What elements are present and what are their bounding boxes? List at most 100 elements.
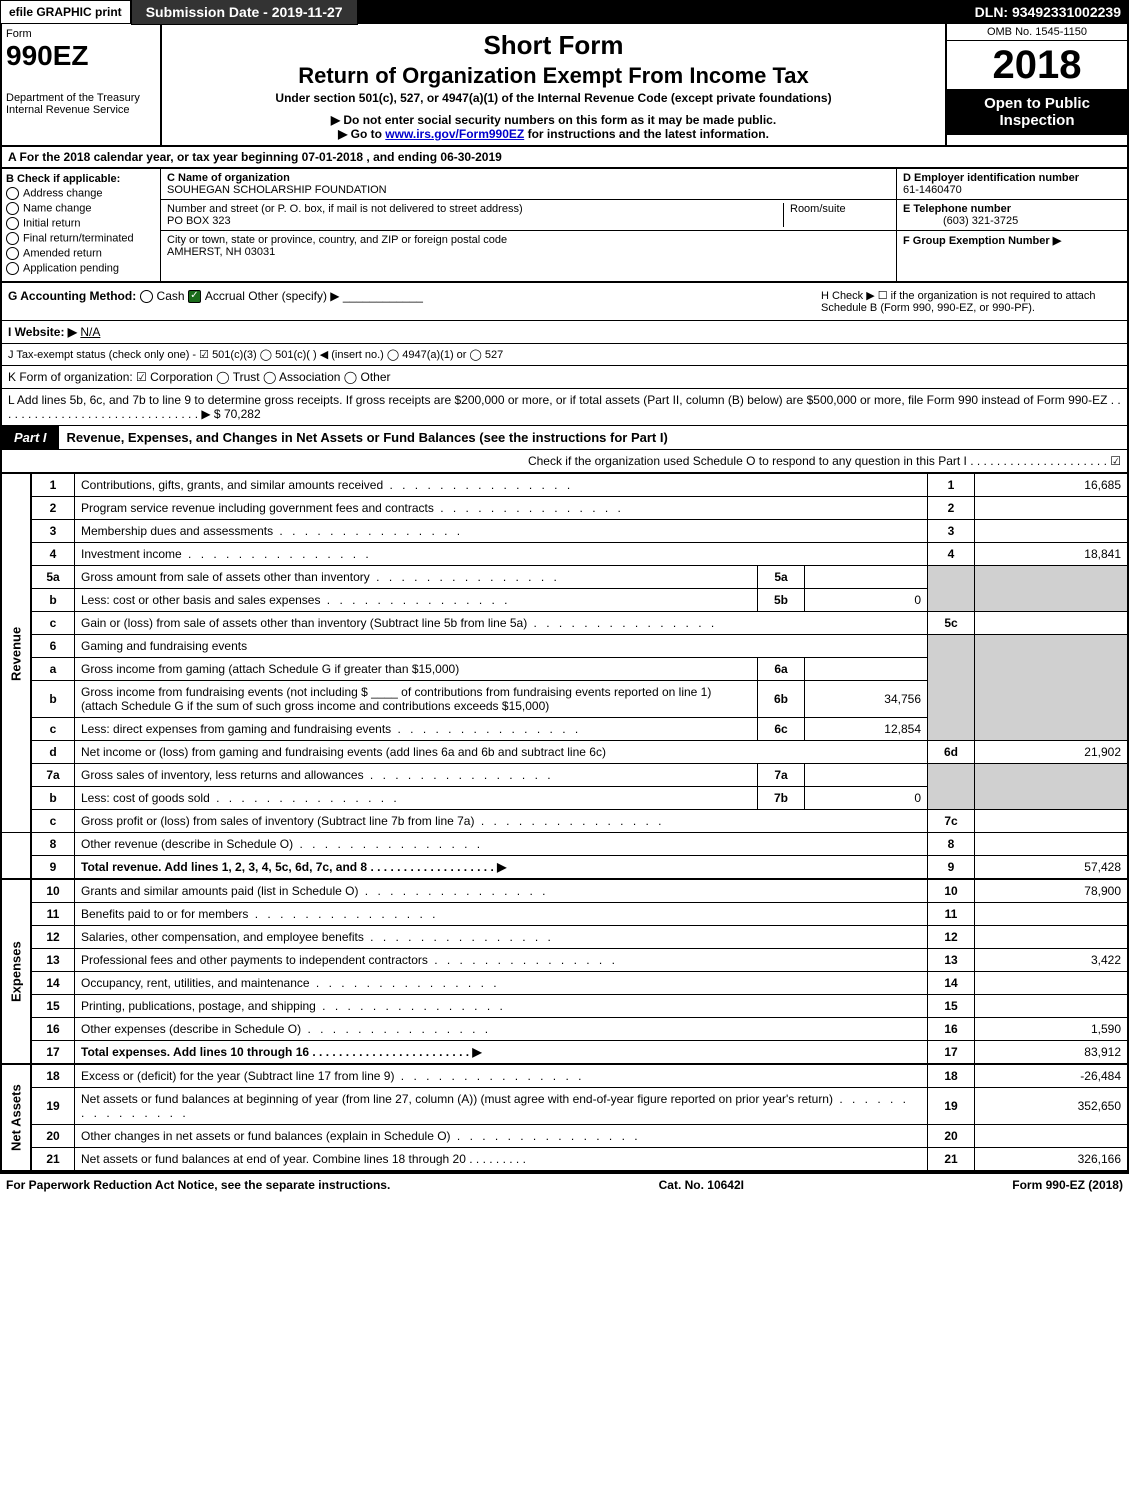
- line-21-desc: Net assets or fund balances at end of ye…: [75, 1148, 928, 1172]
- tax-year-start: 07-01-2018: [302, 150, 363, 164]
- line-17-val: 83,912: [975, 1041, 1129, 1065]
- efile-print-button[interactable]: efile GRAPHIC print: [0, 0, 131, 24]
- check-address-change[interactable]: Address change: [6, 187, 156, 200]
- info-box: B Check if applicable: Address change Na…: [0, 169, 1129, 283]
- line-5c-val: [975, 612, 1129, 635]
- check-amended-return[interactable]: Amended return: [6, 247, 156, 260]
- goto-line: ▶ Go to www.irs.gov/Form990EZ for instru…: [170, 127, 937, 141]
- line-21-num: 21: [31, 1148, 75, 1172]
- footer-left: For Paperwork Reduction Act Notice, see …: [6, 1178, 390, 1192]
- line-10-num: 10: [31, 879, 75, 903]
- line-13-val: 3,422: [975, 949, 1129, 972]
- irs-link[interactable]: www.irs.gov/Form990EZ: [385, 127, 524, 141]
- line-5b-innerval: 0: [805, 589, 928, 612]
- line-16-num: 16: [31, 1018, 75, 1041]
- line-6b-innernum: 6b: [758, 681, 805, 718]
- top-bar: efile GRAPHIC print Submission Date - 20…: [0, 0, 1129, 24]
- revenue-side-label: Revenue: [1, 474, 31, 833]
- line-12-num: 12: [31, 926, 75, 949]
- phone-label: E Telephone number: [903, 203, 1011, 215]
- check-initial-return[interactable]: Initial return: [6, 217, 156, 230]
- form-word: Form: [6, 28, 156, 40]
- line-1-desc: Contributions, gifts, grants, and simila…: [75, 474, 928, 497]
- row-a-mid: , and ending: [366, 150, 440, 164]
- line-6-num: 6: [31, 635, 75, 658]
- line-9-desc: Total revenue. Add lines 1, 2, 3, 4, 5c,…: [75, 856, 928, 880]
- shade-7v: [975, 764, 1129, 810]
- line-6a-num: a: [31, 658, 75, 681]
- row-l-text: L Add lines 5b, 6c, and 7b to line 9 to …: [8, 393, 1121, 421]
- subtitle: Under section 501(c), 527, or 4947(a)(1)…: [170, 91, 937, 105]
- form-header: Form 990EZ Department of the Treasury In…: [0, 24, 1129, 147]
- line-7a-innernum: 7a: [758, 764, 805, 787]
- line-7b-desc: Less: cost of goods sold: [75, 787, 758, 810]
- line-7c-col: 7c: [928, 810, 975, 833]
- footer-cat: Cat. No. 10642I: [659, 1178, 744, 1192]
- line-11-col: 11: [928, 903, 975, 926]
- line-12-val: [975, 926, 1129, 949]
- line-14-desc: Occupancy, rent, utilities, and maintena…: [75, 972, 928, 995]
- omb-number: OMB No. 1545-1150: [947, 24, 1127, 41]
- line-16-desc: Other expenses (describe in Schedule O): [75, 1018, 928, 1041]
- line-6c-num: c: [31, 718, 75, 741]
- line-2-num: 2: [31, 497, 75, 520]
- line-6a-desc: Gross income from gaming (attach Schedul…: [75, 658, 758, 681]
- shade-6: [928, 635, 975, 741]
- row-g: G Accounting Method: Cash ✓Accrual Other…: [8, 289, 821, 314]
- part-1-check: Check if the organization used Schedule …: [0, 450, 1129, 473]
- ssn-warning: ▶ Do not enter social security numbers o…: [170, 113, 937, 127]
- header-left: Form 990EZ Department of the Treasury In…: [2, 24, 162, 145]
- line-13-num: 13: [31, 949, 75, 972]
- check-final-return[interactable]: Final return/terminated: [6, 232, 156, 245]
- row-a-tax-year: A For the 2018 calendar year, or tax yea…: [0, 147, 1129, 169]
- line-4-desc: Investment income: [75, 543, 928, 566]
- website-label: I Website: ▶: [8, 325, 77, 339]
- box-f: F Group Exemption Number ▶: [897, 231, 1127, 250]
- line-5a-innernum: 5a: [758, 566, 805, 589]
- ein-value: 61-1460470: [903, 184, 962, 196]
- box-d: D Employer identification number 61-1460…: [897, 169, 1127, 200]
- ein-label: D Employer identification number: [903, 172, 1079, 184]
- line-8-col: 8: [928, 833, 975, 856]
- street-value: PO BOX 323: [167, 215, 231, 227]
- line-8-val: [975, 833, 1129, 856]
- phone-value: (603) 321-3725: [903, 215, 1018, 227]
- open-to-public: Open to Public Inspection: [947, 89, 1127, 135]
- expenses-side-label: Expenses: [1, 879, 31, 1064]
- box-b: B Check if applicable: Address change Na…: [2, 169, 161, 281]
- goto-post: for instructions and the latest informat…: [528, 127, 769, 141]
- line-3-col: 3: [928, 520, 975, 543]
- line-15-num: 15: [31, 995, 75, 1018]
- line-15-desc: Printing, publications, postage, and shi…: [75, 995, 928, 1018]
- line-7b-innerval: 0: [805, 787, 928, 810]
- line-17-num: 17: [31, 1041, 75, 1065]
- line-7a-desc: Gross sales of inventory, less returns a…: [75, 764, 758, 787]
- line-7a-innerval: [805, 764, 928, 787]
- line-21-col: 21: [928, 1148, 975, 1172]
- irs-label: Internal Revenue Service: [6, 104, 156, 116]
- row-h: H Check ▶ ☐ if the organization is not r…: [821, 289, 1121, 314]
- city-label: City or town, state or province, country…: [167, 234, 507, 246]
- line-3-val: [975, 520, 1129, 543]
- line-11-val: [975, 903, 1129, 926]
- accrual-label: Accrual: [205, 289, 245, 303]
- line-10-val: 78,900: [975, 879, 1129, 903]
- accrual-checkbox[interactable]: ✓: [188, 290, 201, 303]
- line-7a-num: 7a: [31, 764, 75, 787]
- check-name-change[interactable]: Name change: [6, 202, 156, 215]
- part-1-header: Part I Revenue, Expenses, and Changes in…: [0, 426, 1129, 450]
- line-10-col: 10: [928, 879, 975, 903]
- cash-radio[interactable]: [140, 290, 153, 303]
- main-title: Return of Organization Exempt From Incom…: [170, 63, 937, 89]
- check-application-pending[interactable]: Application pending: [6, 262, 156, 275]
- row-a-pre: A For the 2018 calendar year, or tax yea…: [8, 150, 302, 164]
- line-13-desc: Professional fees and other payments to …: [75, 949, 928, 972]
- line-2-val: [975, 497, 1129, 520]
- line-7b-innernum: 7b: [758, 787, 805, 810]
- box-c: C Name of organization SOUHEGAN SCHOLARS…: [161, 169, 896, 281]
- line-20-val: [975, 1125, 1129, 1148]
- line-20-desc: Other changes in net assets or fund bala…: [75, 1125, 928, 1148]
- line-20-num: 20: [31, 1125, 75, 1148]
- line-11-desc: Benefits paid to or for members: [75, 903, 928, 926]
- line-2-desc: Program service revenue including govern…: [75, 497, 928, 520]
